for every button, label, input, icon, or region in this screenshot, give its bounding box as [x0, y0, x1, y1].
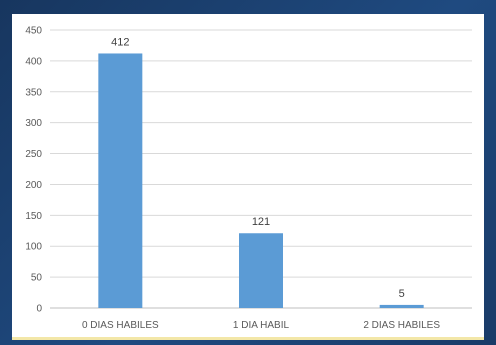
y-tick-label: 100 [25, 242, 42, 253]
y-axis-ticks: 0 50 100 150 200 250 300 350 400 450 [25, 26, 42, 315]
y-tick-label: 0 [36, 304, 42, 315]
y-tick-label: 350 [25, 87, 42, 98]
bar [98, 53, 143, 308]
data-label: 412 [111, 36, 129, 48]
y-tick-label: 250 [25, 149, 42, 160]
data-label: 5 [399, 288, 405, 300]
data-label: 121 [252, 216, 270, 228]
x-axis-labels: 0 DIAS HABILES 1 DIA HABIL 2 DIAS HABILES [82, 320, 440, 331]
bars [98, 53, 424, 308]
x-category-label: 2 DIAS HABILES [363, 320, 440, 331]
y-tick-label: 200 [25, 180, 42, 191]
bar [239, 233, 283, 308]
chart-panel: 0 50 100 150 200 250 300 350 400 450 412 121 5 0 DI… [12, 14, 484, 340]
x-category-label: 1 DIA HABIL [233, 320, 290, 331]
bar-chart: 0 50 100 150 200 250 300 350 400 450 412 121 5 0 DI… [25, 26, 472, 331]
x-category-label: 0 DIAS HABILES [82, 320, 159, 331]
y-tick-label: 400 [25, 56, 42, 67]
bar [379, 304, 424, 308]
y-tick-label: 300 [25, 118, 42, 129]
data-labels: 412 121 5 [111, 36, 405, 299]
y-tick-label: 150 [25, 211, 42, 222]
y-tick-label: 450 [25, 26, 42, 37]
y-tick-label: 50 [31, 273, 43, 284]
